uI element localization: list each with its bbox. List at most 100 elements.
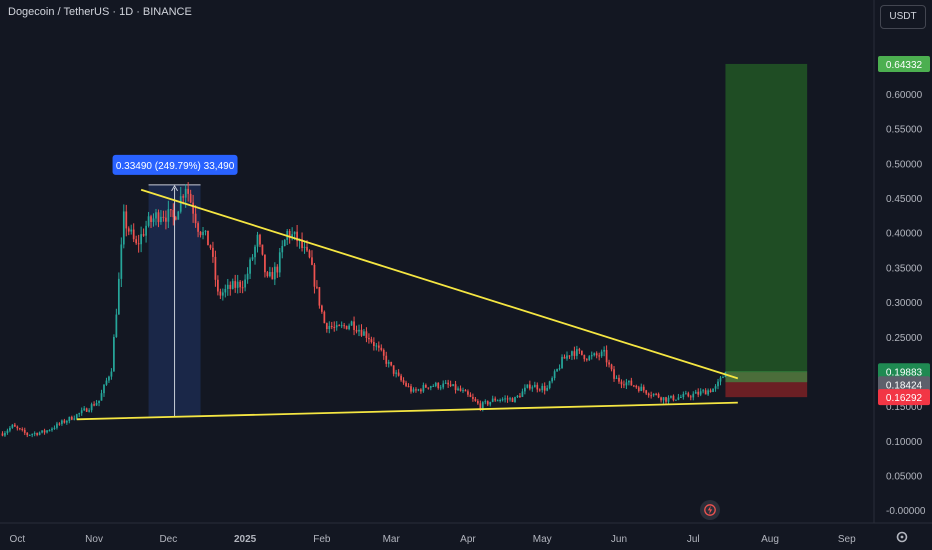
candle-body xyxy=(543,385,546,391)
candle-body xyxy=(48,430,51,432)
candle-body xyxy=(350,321,353,326)
candle-body xyxy=(261,244,264,255)
candle-body xyxy=(165,217,167,222)
currency-button[interactable]: USDT xyxy=(880,5,926,29)
candle-body xyxy=(182,196,185,198)
chart-title: Dogecoin / TetherUS · 1D · BINANCE xyxy=(8,6,192,18)
candle-body xyxy=(521,391,524,397)
candle-body xyxy=(26,432,29,436)
candle-body xyxy=(192,202,194,214)
lightning-icon[interactable] xyxy=(700,500,720,520)
candle-body xyxy=(75,414,78,419)
candle-body xyxy=(105,380,108,385)
candle-body xyxy=(68,416,71,421)
candle-body xyxy=(264,254,266,273)
x-tick-label: Jul xyxy=(687,534,700,545)
candle-body xyxy=(481,402,484,409)
candle-body xyxy=(551,378,553,382)
x-tick-label: Mar xyxy=(383,534,401,545)
candle-body xyxy=(353,321,355,331)
candle-body xyxy=(590,355,593,357)
candle-body xyxy=(432,385,435,387)
candle-body xyxy=(321,305,323,312)
candle-body xyxy=(533,384,536,388)
candle-body xyxy=(370,339,373,342)
candle-body xyxy=(224,288,227,293)
candle-body xyxy=(452,384,454,386)
candle-body xyxy=(506,398,509,400)
candle-body xyxy=(417,389,420,391)
candle-body xyxy=(135,239,138,244)
x-tick-label: Apr xyxy=(460,534,476,545)
candle-body xyxy=(100,393,103,401)
candle-body xyxy=(323,311,326,324)
candle-body xyxy=(117,278,120,315)
measure-label-bg xyxy=(112,154,238,175)
candle-body xyxy=(415,389,417,391)
candle-body xyxy=(491,398,494,402)
candle-body xyxy=(80,410,83,414)
gear-hub xyxy=(900,535,904,539)
candle-body xyxy=(598,355,601,357)
candle-body xyxy=(1,433,4,436)
candle-body xyxy=(204,230,207,232)
candle-body xyxy=(276,266,279,273)
candle-body xyxy=(335,325,338,328)
candle-body xyxy=(494,398,497,401)
y-tick-label: 0.55000 xyxy=(886,125,923,136)
candle-body xyxy=(194,213,197,224)
candle-body xyxy=(244,279,246,288)
candle-body xyxy=(395,372,398,374)
candle-body xyxy=(288,230,291,239)
candle-body xyxy=(511,398,514,402)
x-tick-label: Feb xyxy=(313,534,331,545)
candle-body xyxy=(16,426,19,429)
candle-body xyxy=(33,433,36,435)
candle-body xyxy=(719,377,722,382)
candle-body xyxy=(657,393,660,398)
candle-body xyxy=(103,384,105,394)
x-tick-label: Nov xyxy=(85,534,103,545)
x-tick-label: Jun xyxy=(611,534,627,545)
candle-body xyxy=(254,246,256,258)
candle-body xyxy=(325,323,328,330)
candle-body xyxy=(707,390,709,395)
candle-body xyxy=(509,398,511,400)
y-tick-label: 0.25000 xyxy=(886,333,923,344)
candle-body xyxy=(303,246,306,248)
candle-body xyxy=(241,287,244,289)
candle-body xyxy=(620,381,623,385)
candle-body xyxy=(702,390,705,392)
candle-body xyxy=(18,428,21,430)
candle-body xyxy=(499,399,502,401)
candle-body xyxy=(675,399,677,401)
candle-body xyxy=(291,234,294,239)
candle-body xyxy=(410,386,412,392)
candle-body xyxy=(281,246,284,253)
candle-body xyxy=(650,395,653,397)
candle-body xyxy=(437,382,440,388)
candle-body xyxy=(318,287,321,306)
candle-body xyxy=(677,397,680,400)
measure-arrow-head xyxy=(171,184,178,192)
candle-body xyxy=(330,325,333,327)
candle-body xyxy=(377,345,380,348)
candle-body xyxy=(722,377,724,379)
candle-body xyxy=(43,430,46,433)
candle-body xyxy=(469,394,472,397)
candle-body xyxy=(231,281,234,289)
candle-body xyxy=(501,399,504,401)
candle-body xyxy=(665,397,667,402)
candle-body xyxy=(573,351,576,356)
candle-body xyxy=(197,223,199,232)
entry-price-tag: 0.18424 xyxy=(886,380,923,391)
candle-body xyxy=(578,349,581,351)
candle-body xyxy=(219,291,222,296)
candle-body xyxy=(28,434,31,436)
candle-body xyxy=(269,271,271,277)
candle-body xyxy=(65,420,68,423)
candle-body xyxy=(58,423,61,425)
candle-body xyxy=(78,413,81,415)
